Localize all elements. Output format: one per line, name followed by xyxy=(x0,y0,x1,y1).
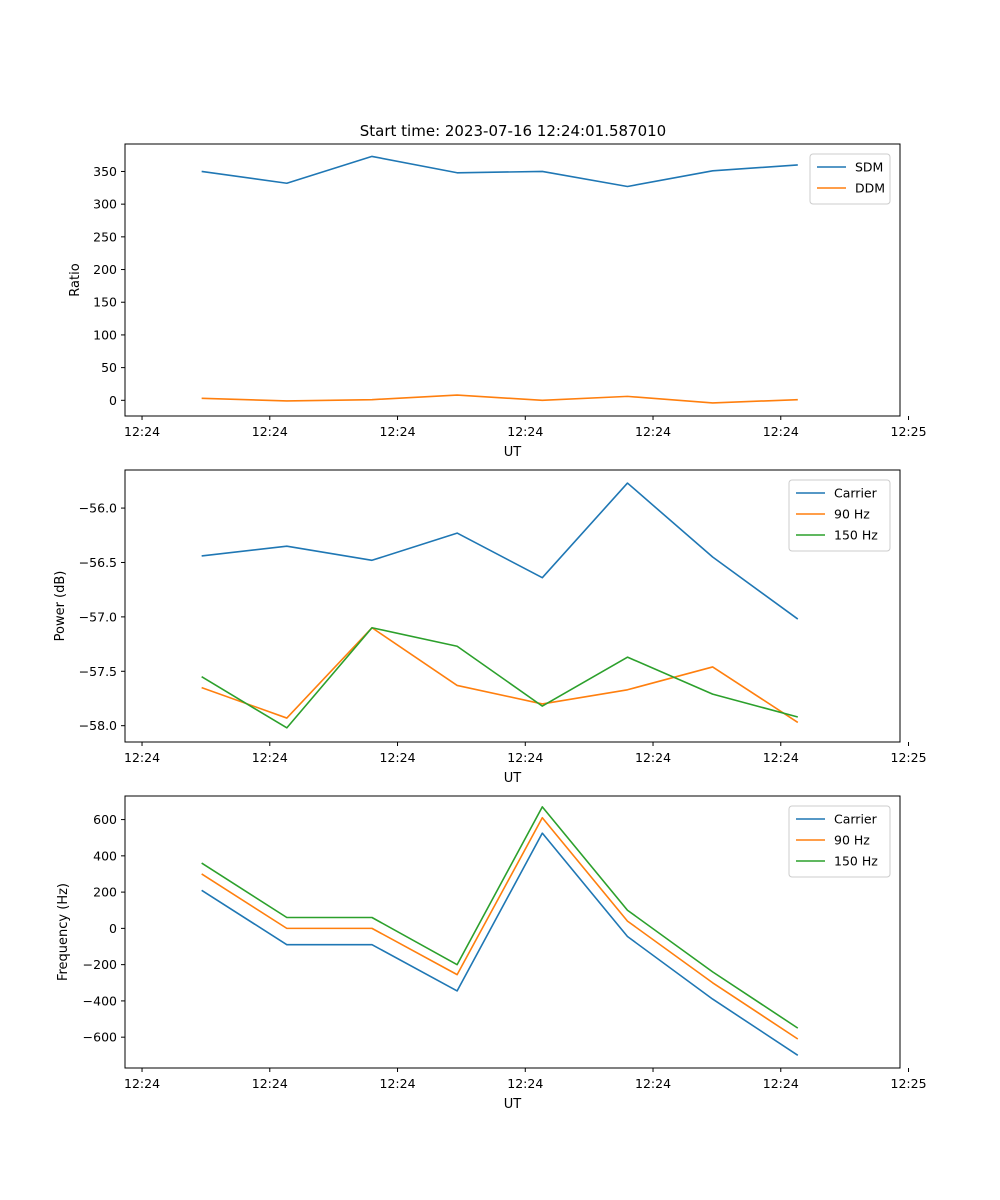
legend-label: 150 Hz xyxy=(834,854,878,869)
y-tick-label: 300 xyxy=(93,197,117,212)
y-axis-label: Frequency (Hz) xyxy=(56,883,71,981)
legend-label: Carrier xyxy=(834,486,878,501)
y-tick-label: 200 xyxy=(93,262,117,277)
y-tick-label: 150 xyxy=(93,295,117,310)
x-tick-label: 12:24 xyxy=(507,1076,543,1091)
y-tick-label: −400 xyxy=(83,993,117,1008)
y-tick-label: 250 xyxy=(93,229,117,244)
y-tick-label: 50 xyxy=(101,360,117,375)
series-line-150-hz xyxy=(201,806,799,1029)
x-tick-label: 12:24 xyxy=(507,750,543,765)
y-tick-label: −200 xyxy=(83,957,117,972)
y-tick-label: −600 xyxy=(83,1030,117,1045)
x-tick-label: 12:24 xyxy=(635,424,671,439)
axes-frame xyxy=(124,795,901,1069)
x-tick-label: 12:24 xyxy=(763,750,799,765)
series-line-carrier xyxy=(201,832,799,1056)
x-tick-label: 12:24 xyxy=(507,424,543,439)
y-tick-label: −56.5 xyxy=(79,555,117,570)
x-tick-label: 12:24 xyxy=(252,424,288,439)
legend-label: 90 Hz xyxy=(834,833,870,848)
x-tick-label: 12:24 xyxy=(635,1076,671,1091)
legend: Carrier 90 Hz 150 Hz xyxy=(788,805,891,878)
legend-label: 150 Hz xyxy=(834,528,878,543)
legend-label: 90 Hz xyxy=(834,507,870,522)
x-axis-label: UT xyxy=(504,445,522,460)
chart-panel-1: 0 50 100 150 200 250 300 350 12:24 12:24 12:24 12:2… xyxy=(68,143,927,460)
y-tick-label: 0 xyxy=(109,393,117,408)
legend-label: SDM xyxy=(855,160,883,175)
series-line-sdm xyxy=(201,155,798,188)
chart-panel-3: −600 −400 −200 0 200 400 600 12:24 12:24 12:24 12:… xyxy=(56,795,927,1112)
x-tick-label: 12:24 xyxy=(252,750,288,765)
y-tick-label: 600 xyxy=(93,812,117,827)
x-tick-label: 12:25 xyxy=(891,1076,927,1091)
axes-frame xyxy=(124,469,901,743)
legend: Carrier 90 Hz 150 Hz xyxy=(788,479,891,552)
figure-title: Start time: 2023-07-16 12:24:01.587010 xyxy=(360,122,666,140)
x-tick-label: 12:24 xyxy=(380,1076,416,1091)
series-line-ddm xyxy=(201,394,798,404)
x-tick-label: 12:24 xyxy=(763,424,799,439)
y-axis-label: Ratio xyxy=(68,263,83,296)
y-tick-label: 350 xyxy=(93,164,117,179)
x-tick-label: 12:24 xyxy=(124,750,160,765)
legend-label: Carrier xyxy=(834,812,878,827)
series-line-90-hz xyxy=(201,626,799,724)
legend-box xyxy=(788,479,891,552)
series-line-150-hz xyxy=(201,626,799,729)
x-tick-label: 12:24 xyxy=(763,1076,799,1091)
x-axis-label: UT xyxy=(504,1097,522,1112)
x-tick-label: 12:24 xyxy=(380,750,416,765)
x-tick-label: 12:25 xyxy=(891,750,927,765)
y-tick-label: 100 xyxy=(93,327,117,342)
y-tick-label: −57.0 xyxy=(79,609,117,624)
chart-panels: 0 50 100 150 200 250 300 350 12:24 12:24 12:24 12:2… xyxy=(53,143,927,1112)
x-tick-label: 12:24 xyxy=(635,750,671,765)
legend-label: DDM xyxy=(855,181,885,196)
y-tick-label: −56.0 xyxy=(79,501,117,516)
y-axis-label: Power (dB) xyxy=(53,571,68,642)
y-tick-label: −57.5 xyxy=(79,664,117,679)
x-tick-label: 12:24 xyxy=(252,1076,288,1091)
x-axis-label: UT xyxy=(504,771,522,786)
chart-panel-2: −58.0 −57.5 −57.0 −56.5 −56.0 12:24 12:24 12:24… xyxy=(53,469,927,786)
legend: SDM DDM xyxy=(809,153,891,205)
y-tick-label: 200 xyxy=(93,885,117,900)
x-tick-label: 12:24 xyxy=(124,1076,160,1091)
legend-box xyxy=(788,805,891,878)
series-line-carrier xyxy=(201,482,799,620)
x-tick-label: 12:25 xyxy=(891,424,927,439)
x-tick-label: 12:24 xyxy=(124,424,160,439)
y-tick-label: 400 xyxy=(93,848,117,863)
y-tick-label: −58.0 xyxy=(79,718,117,733)
series-line-90-hz xyxy=(201,816,799,1040)
axes-frame xyxy=(124,143,901,417)
y-tick-label: 0 xyxy=(109,921,117,936)
x-tick-label: 12:24 xyxy=(380,424,416,439)
